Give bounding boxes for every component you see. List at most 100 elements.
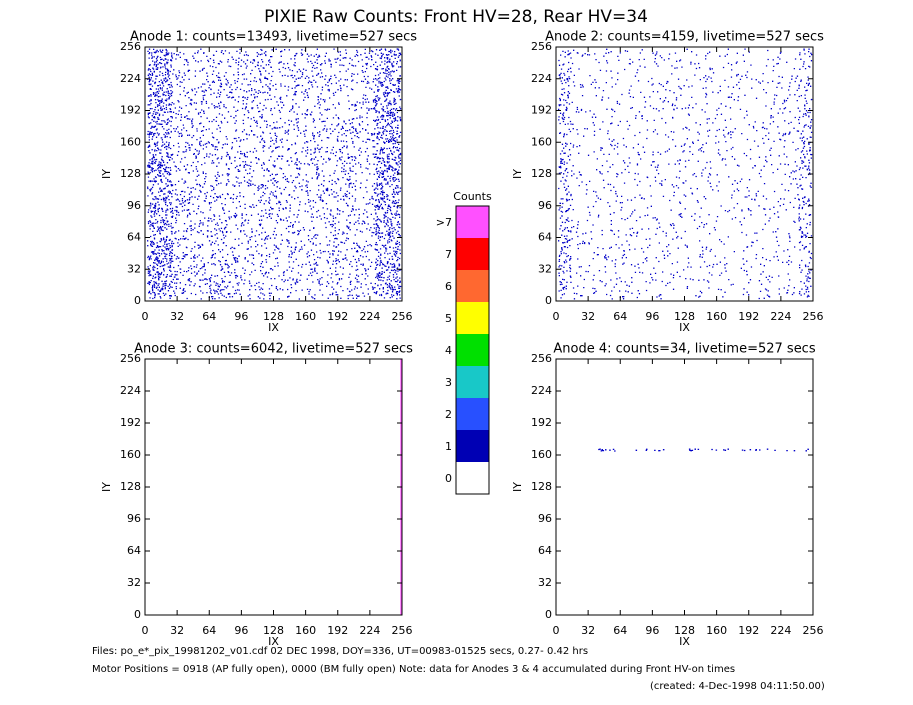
x-tick-label: 0 [142, 624, 149, 637]
y-tick-label: 160 [531, 135, 552, 148]
y-tick-label: 32 [538, 262, 552, 275]
colorbar-swatch [456, 366, 489, 398]
y-tick-label: 64 [538, 544, 552, 557]
panel-title: Anode 3: counts=6042, livetime=527 secs [134, 342, 413, 357]
y-tick-label: 128 [531, 167, 552, 180]
x-axis-label: IX [268, 635, 279, 648]
plot-frame [555, 358, 814, 616]
colorbar-swatch [456, 430, 489, 462]
x-tick-label: 128 [674, 624, 695, 637]
panel-title: Anode 1: counts=13493, livetime=527 secs [130, 30, 417, 45]
x-tick-label: 128 [674, 310, 695, 323]
x-tick-label: 96 [234, 310, 248, 323]
colorbar-label: 6 [445, 280, 452, 293]
y-tick-label: 0 [545, 608, 552, 621]
x-tick-label: 160 [706, 310, 727, 323]
y-tick-label: 256 [531, 40, 552, 53]
x-tick-label: 256 [392, 624, 413, 637]
y-tick-label: 256 [120, 40, 141, 53]
y-tick-label: 32 [127, 262, 141, 275]
main-title: PIXIE Raw Counts: Front HV=28, Rear HV=3… [264, 7, 648, 27]
y-tick-label: 32 [538, 576, 552, 589]
y-tick-label: 128 [120, 167, 141, 180]
x-tick-label: 224 [770, 624, 791, 637]
x-tick-label: 96 [645, 624, 659, 637]
y-tick-label: 160 [120, 448, 141, 461]
colorbar-swatch [456, 270, 489, 302]
y-tick-label: 256 [120, 352, 141, 365]
colorbar-label: 4 [445, 344, 452, 357]
y-tick-label: 224 [120, 384, 141, 397]
x-tick-label: 96 [234, 624, 248, 637]
x-tick-label: 256 [803, 624, 824, 637]
y-axis-label: IY [100, 482, 113, 492]
y-tick-label: 96 [127, 199, 141, 212]
y-tick-label: 224 [531, 72, 552, 85]
x-tick-label: 224 [359, 624, 380, 637]
colorbar-swatch [456, 206, 489, 238]
x-tick-label: 96 [645, 310, 659, 323]
x-tick-label: 32 [581, 624, 595, 637]
colorbar-swatch [456, 398, 489, 430]
x-tick-label: 160 [706, 624, 727, 637]
x-tick-label: 32 [170, 624, 184, 637]
x-tick-label: 0 [553, 310, 560, 323]
y-axis-label: IY [511, 169, 524, 179]
count-texture [147, 48, 402, 300]
x-tick-label: 256 [803, 310, 824, 323]
x-axis-label: IX [679, 321, 690, 334]
x-tick-label: 64 [202, 310, 216, 323]
colorbar-swatch [456, 334, 489, 366]
y-tick-label: 32 [127, 576, 141, 589]
x-tick-label: 192 [738, 310, 759, 323]
colorbar-label: 7 [445, 248, 452, 261]
x-tick-label: 192 [327, 310, 348, 323]
y-tick-label: 192 [120, 104, 141, 117]
colorbar-label: 0 [445, 472, 452, 485]
colorbar-frame [455, 205, 490, 495]
x-tick-label: 192 [738, 624, 759, 637]
x-axis-label: IX [679, 635, 690, 648]
x-tick-label: 64 [613, 310, 627, 323]
x-tick-label: 64 [613, 624, 627, 637]
colorbar-title: Counts [453, 190, 492, 203]
y-tick-label: 96 [538, 199, 552, 212]
y-tick-label: 96 [538, 512, 552, 525]
y-tick-label: 160 [120, 135, 141, 148]
x-tick-label: 0 [142, 310, 149, 323]
footer-line: (created: 4-Dec-1998 04:11:50.00) [650, 681, 825, 692]
x-tick-label: 224 [359, 310, 380, 323]
colorbar-swatch [456, 238, 489, 270]
y-tick-label: 160 [531, 448, 552, 461]
y-tick-label: 128 [120, 480, 141, 493]
x-tick-label: 128 [263, 624, 284, 637]
y-tick-label: 256 [531, 352, 552, 365]
x-tick-label: 256 [392, 310, 413, 323]
x-tick-label: 128 [263, 310, 284, 323]
colorbar-label: 5 [445, 312, 452, 325]
plot-frame [144, 358, 403, 616]
footer-line: Motor Positions = 0918 (AP fully open), … [92, 664, 735, 675]
y-tick-label: 64 [127, 231, 141, 244]
footer-line: Files: po_e*_pix_19981202_v01.cdf 02 DEC… [92, 646, 588, 657]
y-tick-label: 224 [120, 72, 141, 85]
y-tick-label: 0 [134, 608, 141, 621]
y-tick-label: 192 [120, 416, 141, 429]
colorbar-label: >7 [436, 216, 452, 229]
colorbar-label: 2 [445, 408, 452, 421]
y-tick-label: 0 [545, 294, 552, 307]
colorbar-swatch [456, 462, 489, 494]
y-tick-label: 96 [127, 512, 141, 525]
x-tick-label: 160 [295, 624, 316, 637]
x-tick-label: 32 [581, 310, 595, 323]
x-tick-label: 32 [170, 310, 184, 323]
y-tick-label: 64 [127, 544, 141, 557]
y-tick-label: 0 [134, 294, 141, 307]
x-axis-label: IX [268, 321, 279, 334]
panel-title: Anode 4: counts=34, livetime=527 secs [553, 342, 815, 357]
x-tick-label: 160 [295, 310, 316, 323]
x-tick-label: 192 [327, 624, 348, 637]
colorbar-label: 3 [445, 376, 452, 389]
y-axis-label: IY [511, 482, 524, 492]
